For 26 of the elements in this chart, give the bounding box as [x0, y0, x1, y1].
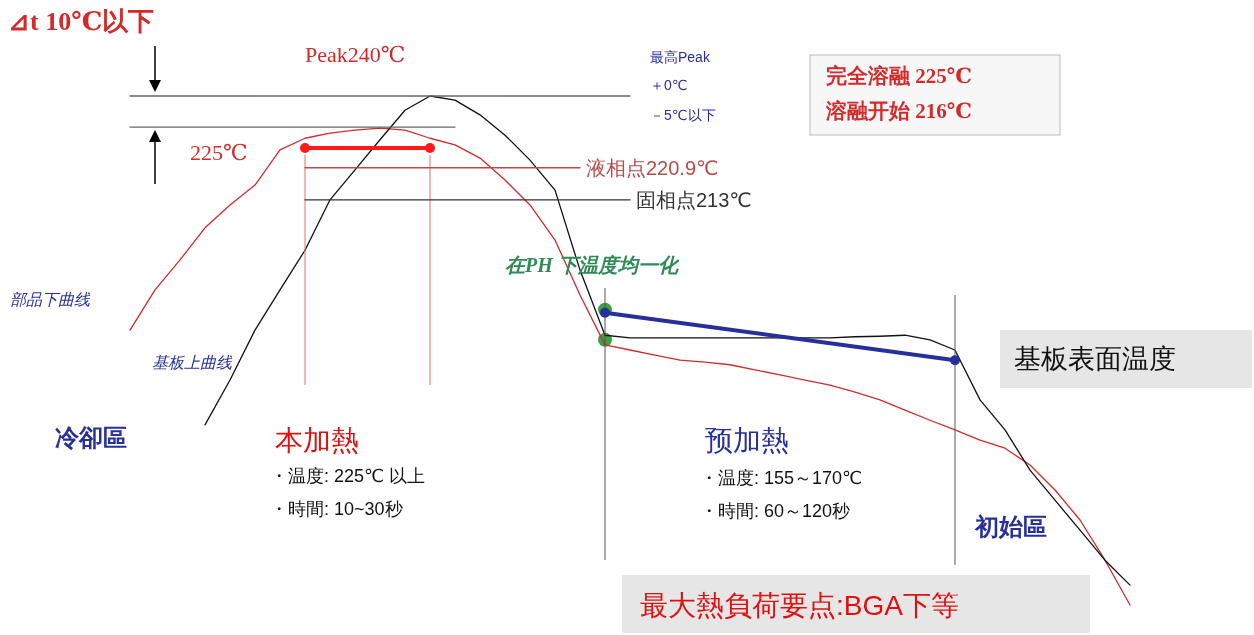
- text: Peak240℃: [305, 42, 406, 67]
- annotation: 预加熱: [705, 425, 789, 456]
- text: 最高Peak: [650, 49, 711, 65]
- text: ⊿t 10℃以下: [8, 7, 155, 36]
- point: [300, 142, 310, 153]
- text: 完全溶融 225℃: [826, 64, 972, 88]
- text: ＋0℃: [650, 77, 688, 93]
- series-label: 固相点213℃: [636, 188, 752, 211]
- point: [600, 307, 610, 318]
- text: 部品下曲线: [10, 291, 91, 308]
- series-label: 基板上曲线: [152, 354, 233, 371]
- annotation: －5℃以下: [650, 107, 716, 123]
- annotation: 基板表面温度: [1014, 344, 1176, 374]
- annotation: 本加熱: [275, 425, 359, 456]
- annotation: ・温度: 155～170℃: [700, 468, 863, 488]
- annotation: 最大熱負荷要点:BGA下等: [640, 590, 959, 621]
- series-label: 液相点220.9℃: [586, 156, 719, 179]
- point: [425, 142, 435, 153]
- annotation: 冷卻區: [55, 425, 127, 451]
- point: [950, 355, 960, 366]
- annotation: 溶融开始 216℃: [825, 99, 972, 123]
- annotation: 225℃: [190, 140, 248, 165]
- annotation: ・時間: 10~30秒: [270, 499, 403, 519]
- annotation: ・温度: 225℃ 以上: [270, 466, 426, 486]
- annotation: ・時間: 60～120秒: [700, 501, 851, 521]
- annotation: 初始區: [974, 514, 1047, 540]
